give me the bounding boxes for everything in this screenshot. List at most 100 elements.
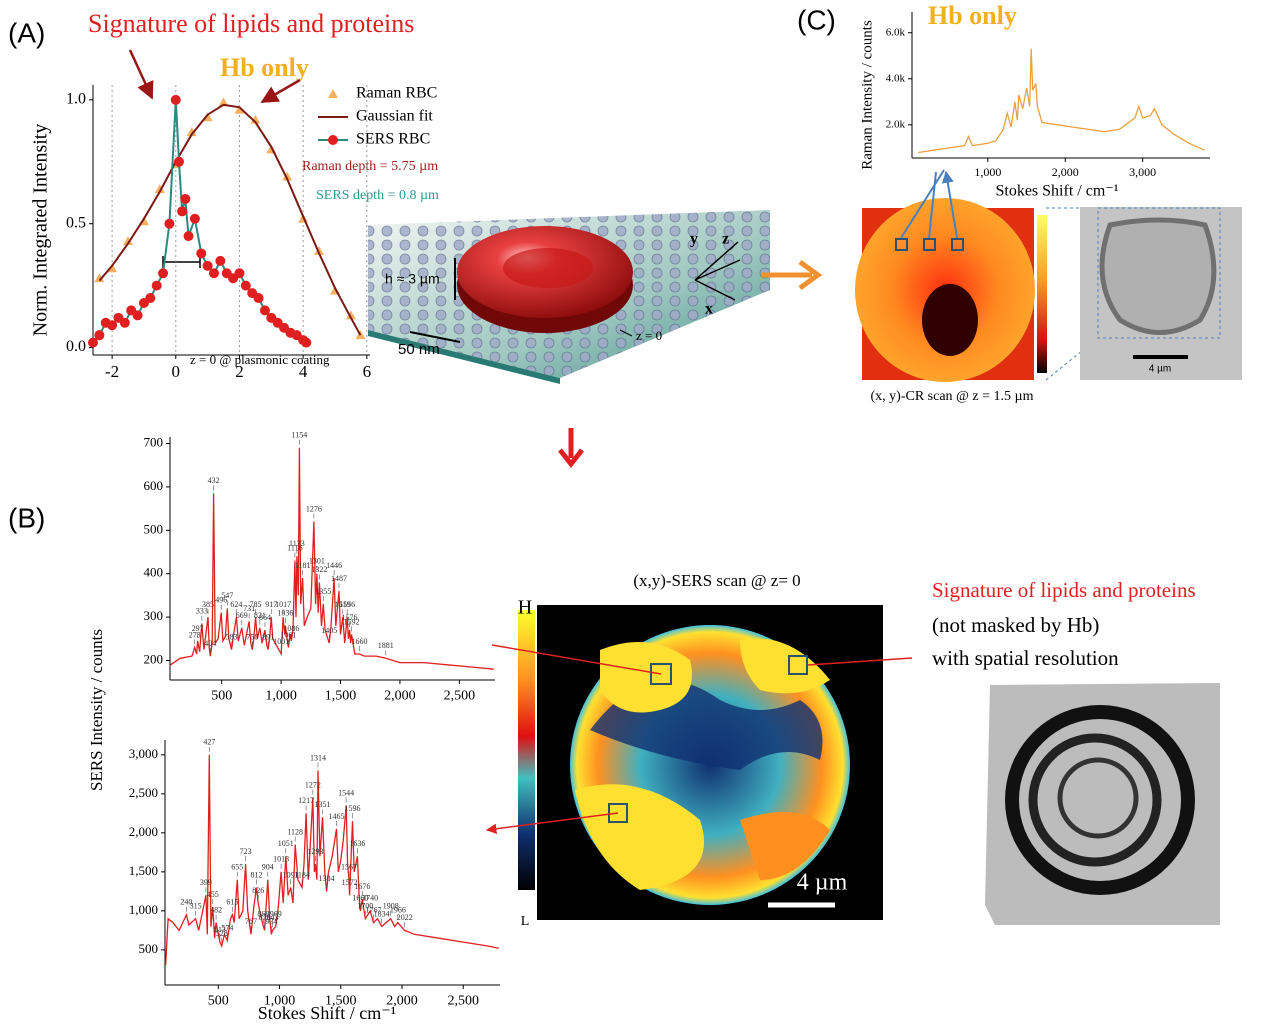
- peak-label: 404: [204, 639, 216, 648]
- peak-label: 812: [250, 870, 262, 879]
- x-tick-label: 2,500: [448, 994, 480, 1009]
- peak-label: 1128: [287, 827, 303, 836]
- peak-label: 1446: [326, 561, 342, 570]
- sers-depth: SERS depth = 0.8 µm: [316, 188, 439, 203]
- peak-label: 1154: [292, 431, 308, 440]
- x-tick-label: 0: [172, 362, 181, 381]
- legend-marker: [328, 89, 338, 98]
- y-tick-label: 3,000: [129, 746, 158, 761]
- x-tick-label: 500: [208, 994, 229, 1009]
- x-tick-label: 2,000: [1052, 165, 1079, 179]
- peak-label: 1740: [362, 894, 378, 903]
- scale-label: 4 µm: [1149, 364, 1171, 375]
- peak-label: 1592: [343, 617, 359, 626]
- scale-label: 50 nm: [398, 341, 440, 358]
- peak-label: 1184: [294, 870, 310, 879]
- x-tick-label: 4: [299, 362, 308, 381]
- cr-scan-image: [855, 170, 1098, 382]
- peak-label: 785: [250, 600, 262, 609]
- y-tick-label: 2.0k: [886, 118, 906, 130]
- scan-caption: (x, y)-CR scan @ z = 1.5 µm: [871, 389, 1034, 404]
- y-tick-label: 200: [144, 651, 164, 666]
- peak-label: 1013: [273, 855, 289, 864]
- marker: [215, 256, 225, 266]
- arrow: [262, 80, 300, 102]
- peak-label: 399: [200, 878, 212, 887]
- peak-label: 1544: [338, 788, 354, 797]
- peak-label: 826: [252, 886, 264, 895]
- marker: [152, 281, 162, 291]
- peak-label: 1567: [341, 862, 357, 871]
- y-tick-label: 1.0: [66, 91, 86, 108]
- hb-only: Hb only: [220, 53, 309, 82]
- panel-label: (A): [8, 17, 45, 48]
- peak-label: 1465: [328, 812, 344, 821]
- sers-scan-image: [487, 605, 912, 920]
- y-axis-label: Norm. Integrated Intensity: [30, 124, 52, 337]
- processed-image: [985, 683, 1220, 925]
- peak-label: 1384: [319, 874, 335, 883]
- peak-label: 864: [259, 613, 271, 622]
- peak-label: 547: [221, 591, 233, 600]
- peak-label: 385: [202, 600, 214, 609]
- peak-label: 767: [245, 917, 257, 926]
- peak-label: 1355: [315, 587, 331, 596]
- marker: [190, 214, 200, 224]
- x-tick-label: 6: [363, 362, 372, 381]
- x-tick-label: 1,500: [325, 689, 357, 704]
- marker: [209, 268, 219, 278]
- peak-label: 1676: [354, 882, 370, 891]
- marker: [196, 248, 206, 258]
- colorbar-label: L: [521, 914, 530, 929]
- y-tick-label: 0.0: [66, 338, 86, 355]
- peak-label: 624: [230, 600, 242, 609]
- peak-label: 1405: [321, 626, 337, 635]
- peak-label: 1017: [275, 600, 291, 609]
- peak-label: 1036: [277, 609, 293, 618]
- peak-label: 427: [203, 738, 215, 747]
- figure: (A) (B) (C) Signature of lipids and prot…: [0, 0, 1284, 1027]
- peak-label: 1272: [305, 781, 321, 790]
- peak-label: 432: [208, 476, 220, 485]
- marker: [133, 310, 143, 320]
- colorbar-label: H: [518, 597, 532, 619]
- marker: [174, 157, 184, 167]
- marker: [177, 206, 187, 216]
- raman-depth: Raman depth = 5.75 µm: [302, 159, 438, 174]
- x-tick-label: 3,000: [1129, 165, 1156, 179]
- peak-label: 583: [226, 632, 238, 641]
- peak-label: 1834: [374, 909, 390, 918]
- peak-label: 969: [270, 909, 282, 918]
- y-tick-label: 4.0k: [886, 72, 906, 84]
- legend-label: Raman RBC: [356, 85, 437, 102]
- scan-caption: (x,y)-SERS scan @ z= 0: [633, 571, 800, 590]
- x-tick-label: 1,000: [265, 689, 297, 704]
- legend-marker: [328, 135, 338, 145]
- peak-label: 1133: [289, 539, 305, 548]
- marker: [301, 338, 311, 348]
- signature-text: Signature of lipids and proteins: [932, 578, 1196, 602]
- peak-label: 455: [207, 890, 219, 899]
- y-tick-label: 700: [144, 434, 164, 449]
- marker: [164, 219, 174, 229]
- marker: [158, 268, 168, 278]
- peak-label: 1881: [378, 641, 394, 650]
- peak-label: 1322: [311, 565, 327, 574]
- x-axis-label: Stokes Shift / cm⁻¹: [995, 183, 1118, 200]
- peak-label: 1636: [349, 839, 365, 848]
- legend-label: Gaussian fit: [356, 108, 433, 125]
- marker: [254, 293, 264, 303]
- x-tick-label: -2: [105, 362, 119, 381]
- panel-label: (C): [797, 4, 836, 35]
- marker: [94, 330, 104, 340]
- peak-label: 758: [246, 632, 258, 641]
- peak-label: 1314: [310, 753, 326, 762]
- height-label: h ≈ 3 µm: [385, 271, 440, 287]
- depth-bar: [163, 256, 200, 268]
- y-tick-label: 2,500: [129, 785, 158, 800]
- legend-label: SERS RBC: [356, 131, 430, 148]
- y-tick-label: 500: [144, 521, 164, 536]
- y-tick-label: 6.0k: [886, 26, 906, 38]
- arrow: [130, 50, 152, 98]
- y-axis-label: SERS Intensity / counts: [87, 629, 106, 791]
